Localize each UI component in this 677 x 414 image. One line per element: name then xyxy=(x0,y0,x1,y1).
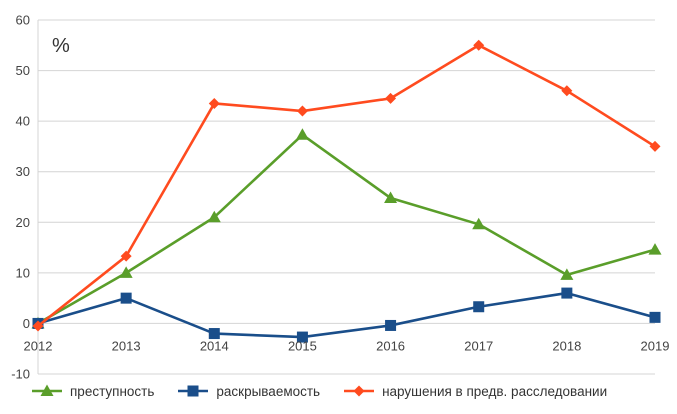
data-point xyxy=(472,217,486,230)
series-2 xyxy=(32,287,661,343)
data-point xyxy=(120,292,132,304)
data-point xyxy=(473,301,485,313)
x-tick-label: 2016 xyxy=(376,338,405,353)
y-tick-label: 60 xyxy=(16,13,30,28)
y-tick-label: 20 xyxy=(16,215,30,230)
x-tick-label: 2012 xyxy=(24,338,53,353)
series-3 xyxy=(32,39,661,332)
data-point xyxy=(208,328,220,340)
legend-item: нарушения в предв. расследовании xyxy=(342,384,607,399)
series-layer xyxy=(31,39,662,343)
y-tick-label: -10 xyxy=(11,367,30,382)
y-tick-label: 40 xyxy=(16,114,30,129)
legend-label: нарушения в предв. расследовании xyxy=(382,383,608,399)
y-tick-label: 10 xyxy=(16,265,30,280)
legend-marker xyxy=(353,385,365,397)
series-line xyxy=(37,43,656,327)
legend-label: раскрываемость xyxy=(216,383,321,399)
legend-marker xyxy=(187,385,199,397)
x-tick-label: 2017 xyxy=(464,338,493,353)
x-tick-label: 2018 xyxy=(552,338,581,353)
x-tick-label: 2019 xyxy=(641,338,670,353)
legend-label: преступность xyxy=(70,383,155,399)
x-tick-label: 2014 xyxy=(200,338,229,353)
legend-marker xyxy=(40,384,54,396)
legend-swatch xyxy=(178,385,209,397)
data-point xyxy=(385,92,397,104)
legend-swatch xyxy=(344,385,375,397)
data-point xyxy=(32,320,44,332)
unit-label: % xyxy=(52,35,70,57)
data-point xyxy=(207,210,221,223)
data-point xyxy=(295,128,309,140)
x-axis-ticks: 2012 2013 2014 2015 2016 2017 2018 2019 xyxy=(24,338,670,353)
data-point xyxy=(384,191,398,204)
data-point xyxy=(385,319,397,331)
data-point xyxy=(120,250,132,262)
x-tick-label: 2015 xyxy=(288,338,317,353)
legend-swatch xyxy=(32,384,62,396)
data-point xyxy=(649,311,661,323)
data-point xyxy=(208,97,220,109)
y-tick-label: 30 xyxy=(16,164,30,179)
data-point xyxy=(561,287,573,299)
legend: преступность раскрываемость нарушения в пр… xyxy=(30,380,670,402)
data-point xyxy=(119,266,133,278)
data-point xyxy=(561,85,573,97)
data-point xyxy=(648,243,662,255)
legend-item: преступность xyxy=(30,384,154,399)
data-point xyxy=(560,268,574,280)
series-line xyxy=(37,291,656,339)
legend-item: раскрываемость xyxy=(176,384,320,399)
data-point xyxy=(473,39,485,51)
data-point xyxy=(296,331,308,343)
series-line xyxy=(37,133,656,325)
y-axis-ticks: -10 0 10 20 30 40 50 60 xyxy=(11,13,30,382)
data-point xyxy=(649,140,661,152)
x-tick-label: 2013 xyxy=(112,338,141,353)
gridlines xyxy=(37,19,655,375)
y-tick-label: 0 xyxy=(23,316,30,331)
y-tick-label: 50 xyxy=(16,63,30,78)
data-point xyxy=(296,105,308,117)
